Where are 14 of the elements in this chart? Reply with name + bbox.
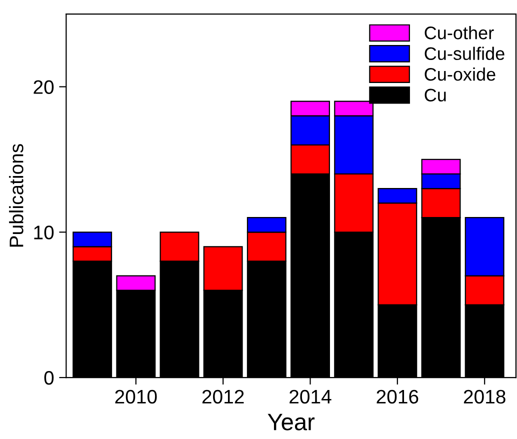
y-axis-title: Publications bbox=[9, 144, 24, 247]
x-axis-title: Year bbox=[268, 414, 315, 430]
x-tick-label: 2016 bbox=[376, 390, 418, 404]
x-tick-label: 2010 bbox=[115, 390, 157, 404]
legend-label: Cu bbox=[424, 88, 446, 102]
y-tick-label: 20 bbox=[34, 80, 54, 94]
y-tick-label: 10 bbox=[34, 226, 54, 240]
legend-label: Cu-other bbox=[424, 26, 494, 40]
x-tick-label: 2014 bbox=[290, 390, 332, 404]
legend-label: Cu-sulfide bbox=[424, 46, 504, 60]
x-tick-label: 2018 bbox=[464, 390, 506, 404]
x-tick-label: 2012 bbox=[202, 390, 244, 404]
legend-label: Cu-oxide bbox=[424, 68, 496, 81]
y-tick-label: 0 bbox=[44, 371, 54, 385]
